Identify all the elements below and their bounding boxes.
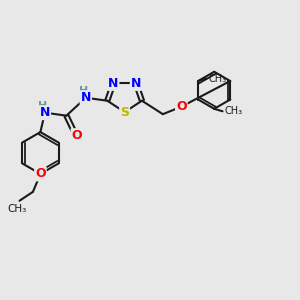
- Text: H: H: [38, 101, 47, 111]
- Text: H: H: [79, 86, 88, 96]
- Text: CH₃: CH₃: [8, 204, 27, 214]
- Text: N: N: [108, 77, 119, 90]
- Text: N: N: [131, 77, 141, 90]
- Text: O: O: [71, 129, 82, 142]
- Text: O: O: [35, 167, 46, 180]
- Text: CH₃: CH₃: [224, 106, 242, 116]
- Text: N: N: [81, 91, 91, 104]
- Text: O: O: [176, 100, 187, 113]
- Text: S: S: [120, 106, 129, 118]
- Text: CH₃: CH₃: [208, 74, 226, 83]
- Text: N: N: [40, 106, 50, 119]
